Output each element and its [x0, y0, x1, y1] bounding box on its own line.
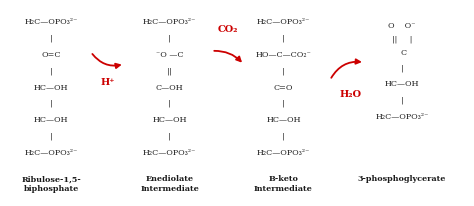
Text: Ribulose-1,5-
biphosphate: Ribulose-1,5- biphosphate [21, 176, 81, 193]
Text: C=O: C=O [273, 84, 293, 91]
Text: H₂O: H₂O [340, 90, 362, 99]
Text: |: | [401, 97, 403, 105]
Text: H₂C—OPO₃²⁻: H₂C—OPO₃²⁻ [25, 149, 78, 157]
Text: H₂C—OPO₃²⁻: H₂C—OPO₃²⁻ [257, 149, 310, 157]
Text: HC—OH: HC—OH [34, 84, 68, 91]
Text: B-keto
Intermediate: B-keto Intermediate [254, 176, 313, 193]
Text: C—OH: C—OH [156, 84, 183, 91]
Text: H⁺: H⁺ [100, 78, 115, 87]
Text: HC—OH: HC—OH [153, 116, 187, 124]
Text: |: | [401, 65, 403, 73]
Text: H₂C—OPO₃²⁻: H₂C—OPO₃²⁻ [143, 19, 196, 26]
Text: HC—OH: HC—OH [266, 116, 301, 124]
Text: H₂C—OPO₃²⁻: H₂C—OPO₃²⁻ [257, 19, 310, 26]
Text: |: | [282, 67, 285, 75]
Text: Enediolate
Intermediate: Enediolate Intermediate [140, 176, 199, 193]
Text: HC—OH: HC—OH [34, 116, 68, 124]
Text: |: | [168, 132, 171, 140]
Text: O=C: O=C [41, 51, 61, 59]
Text: |: | [50, 132, 53, 140]
Text: |: | [282, 35, 285, 43]
Text: ⁻O —C: ⁻O —C [156, 51, 183, 59]
Text: HC—OH: HC—OH [385, 80, 419, 88]
Text: |: | [168, 100, 171, 108]
Text: |: | [50, 67, 53, 75]
Text: |: | [168, 35, 171, 43]
Text: ||     |: || | [392, 36, 412, 43]
Text: CO₂: CO₂ [218, 25, 238, 34]
Text: ||: || [167, 67, 173, 75]
Text: HO—C—CO₂⁻: HO—C—CO₂⁻ [255, 51, 311, 59]
Text: |: | [50, 100, 53, 108]
Text: C: C [396, 49, 408, 57]
Text: 3-phosphoglycerate: 3-phosphoglycerate [358, 176, 446, 183]
Text: |: | [50, 35, 53, 43]
Text: |: | [282, 100, 285, 108]
Text: |: | [282, 132, 285, 140]
Text: H₂C—OPO₃²⁻: H₂C—OPO₃²⁻ [375, 113, 428, 121]
Text: H₂C—OPO₃²⁻: H₂C—OPO₃²⁻ [25, 19, 78, 26]
Text: H₂C—OPO₃²⁻: H₂C—OPO₃²⁻ [143, 149, 196, 157]
Text: O    O⁻: O O⁻ [388, 22, 416, 30]
